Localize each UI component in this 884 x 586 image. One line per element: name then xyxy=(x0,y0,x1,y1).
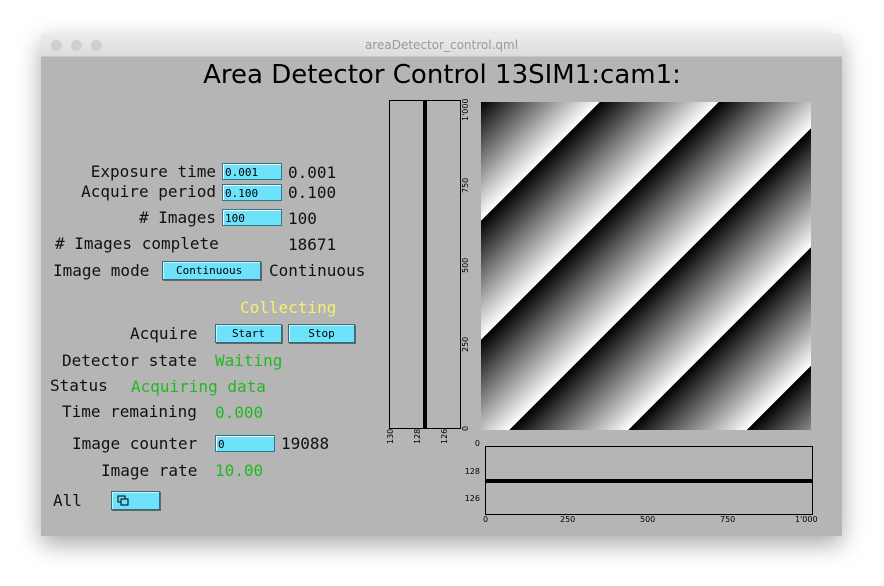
tick-label: 500 xyxy=(640,515,656,524)
tick-label: 0 xyxy=(474,439,480,448)
header-title: Area Detector Control 13SIM1:cam1: xyxy=(203,60,681,90)
tick-label: 750 xyxy=(720,515,736,524)
title-bar: areaDetector_control.qml xyxy=(41,34,842,57)
tick-label: 130 xyxy=(386,428,395,444)
tick-label: 1'000 xyxy=(795,515,818,524)
image-view xyxy=(481,102,811,430)
tick-label: 126 xyxy=(440,428,449,444)
readback: Waiting xyxy=(215,351,283,370)
tick-label: 0 xyxy=(461,425,470,431)
label: Image rate xyxy=(101,461,198,480)
label: Acquire period xyxy=(81,182,216,201)
icon xyxy=(117,495,129,506)
tick-label: 250 xyxy=(461,336,470,352)
tick-label: 750 xyxy=(461,177,470,193)
text-input[interactable]: 0.100 xyxy=(222,184,282,201)
readback: 19088 xyxy=(281,434,330,453)
profile-line xyxy=(486,479,812,483)
label: # Images complete xyxy=(55,234,219,253)
text-input[interactable]: 0.001 xyxy=(222,163,282,180)
label: Exposure time xyxy=(90,162,216,181)
stop-button[interactable]: Stop xyxy=(288,324,355,343)
tick-label: 0 xyxy=(483,515,489,524)
window-title: areaDetector_control.qml xyxy=(364,38,519,52)
minimize-button[interactable] xyxy=(71,40,82,51)
label: Image counter xyxy=(72,434,198,453)
profile-line xyxy=(423,101,427,428)
text-input[interactable]: 0 xyxy=(215,435,275,452)
readback: 18671 xyxy=(288,235,337,254)
text-input[interactable]: 100 xyxy=(222,209,282,226)
tick-label: 1'000 xyxy=(461,98,470,121)
vertical-profile xyxy=(389,100,461,429)
label: Acquire xyxy=(130,324,198,343)
label: Detector state xyxy=(62,351,197,370)
horizontal-profile xyxy=(485,446,813,515)
label: All xyxy=(53,491,82,510)
readback: 0.000 xyxy=(215,403,264,422)
status-text: Collecting xyxy=(240,298,337,317)
tick-label: 250 xyxy=(560,515,576,524)
readback: Continuous xyxy=(269,261,366,280)
readback: Acquiring data xyxy=(131,377,266,396)
tick-label: 128 xyxy=(464,467,480,476)
close-button[interactable] xyxy=(51,40,62,51)
readback: 10.00 xyxy=(215,461,264,480)
tick-label: 128 xyxy=(413,428,422,444)
label: Time remaining xyxy=(62,402,197,421)
menu-button[interactable]: Continuous xyxy=(162,261,261,280)
tick-label: 126 xyxy=(464,494,480,503)
label: # Images xyxy=(138,208,216,227)
label: Status xyxy=(50,376,108,395)
zoom-button[interactable] xyxy=(91,40,102,51)
readback: 0.001 xyxy=(288,163,337,182)
start-button[interactable]: Start xyxy=(215,324,282,343)
readback: 100 xyxy=(288,209,317,228)
tick-label: 500 xyxy=(461,257,470,273)
readback: 0.100 xyxy=(288,183,337,202)
label: Image mode xyxy=(53,261,150,280)
related-display-button[interactable] xyxy=(111,491,160,510)
